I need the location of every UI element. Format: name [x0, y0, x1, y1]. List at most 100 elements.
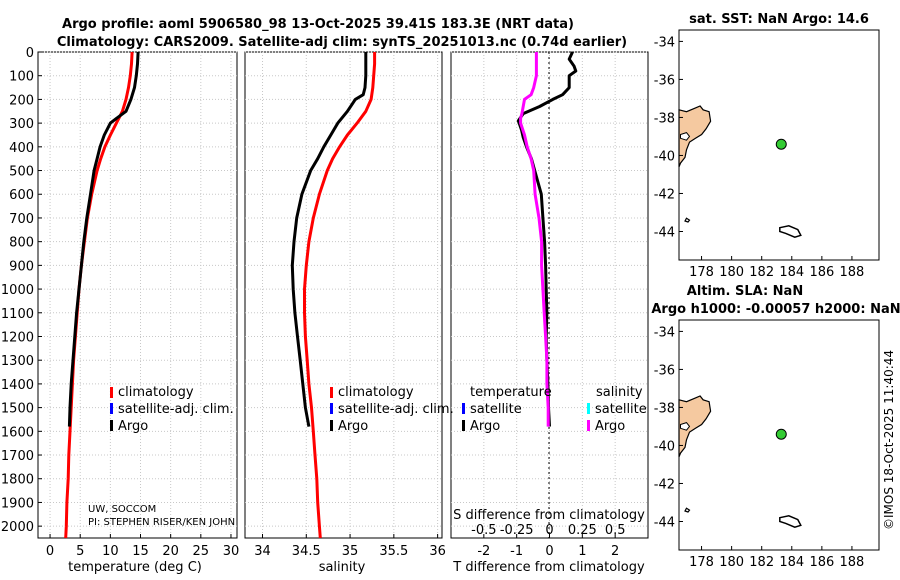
y-tick-label: 2000 [1, 520, 34, 535]
map-lon-label: 182 [749, 265, 774, 280]
sla-map-panel: Altim. SLA: NaN Argo h1000: -0.00057 h20… [651, 284, 900, 570]
map-lon-label: 186 [809, 555, 834, 570]
map-lat-label: -36 [654, 363, 675, 378]
y-tick-label: 200 [9, 93, 34, 108]
sal-legend-climatology-label: climatology [338, 385, 414, 400]
map-lon-label: 186 [809, 265, 834, 280]
x-tick-label: 15 [132, 544, 149, 559]
x-tick-label: 35 [342, 544, 359, 559]
diff-legend-t-satellite-label: satellite [470, 402, 522, 417]
map-lon-label: 178 [689, 265, 714, 280]
sla-map-subtitle: Argo h1000: -0.00057 h2000: NaN [651, 302, 900, 317]
diff-legend-t-argo-label: Argo [470, 419, 500, 434]
s-tick-label: 0.5 [605, 523, 626, 538]
difference-legend: temperature salinity satellite Argo sate… [462, 385, 647, 434]
legend-satellite-swatch [110, 403, 113, 414]
x-tick-label: 2 [611, 544, 619, 559]
inland-outline [680, 422, 691, 431]
map-lat-label: -36 [654, 73, 675, 88]
islet-outline [684, 217, 691, 223]
y-tick-label: 800 [9, 236, 34, 251]
diff-legend-s-satellite-label: satellite [595, 402, 647, 417]
temperature-series [64, 51, 140, 539]
salinity-gridlines [245, 51, 442, 538]
map-lat-label: -34 [654, 325, 675, 340]
difference-t-label: T difference from climatology [452, 560, 645, 575]
temperature-x-ticks: 0 5 10 15 20 25 30 [46, 534, 239, 559]
timestamp-label: ©IMOS 18-Oct-2025 11:40:44 [882, 350, 896, 530]
y-tick-label: 700 [9, 212, 34, 227]
diff-legend-s-argo-swatch [587, 420, 590, 431]
map-lat-label: -38 [654, 401, 675, 416]
map-lat-label: -42 [654, 477, 675, 492]
y-tick-label: 1700 [1, 449, 34, 464]
y-tick-label: 0 [26, 46, 34, 61]
x-tick-label: -1 [510, 544, 523, 559]
temperature-y-ticks: 0 100 200 300 400 500 600 700 800 900 1000 1100 1200… [1, 46, 42, 535]
map-lat-label: -38 [654, 111, 675, 126]
map-lat-label: -40 [654, 439, 675, 454]
temperature-axes-box [37, 51, 238, 539]
y-tick-label: 1500 [1, 402, 34, 417]
land-polygon [678, 105, 712, 168]
map-lat-label: -44 [654, 515, 675, 530]
y-tick-label: 1000 [1, 283, 34, 298]
map-lon-label: 180 [719, 555, 744, 570]
island-outline [779, 225, 802, 238]
s-tick-label: -0.5 [471, 523, 496, 538]
land-polygon [678, 395, 712, 458]
x-tick-label: 10 [102, 544, 119, 559]
map-lon-label: 184 [779, 265, 804, 280]
diff-legend-t-argo-swatch [462, 420, 465, 431]
series-line-salinity-argo [519, 52, 550, 427]
salinity-legend: climatology satellite-adj. clim. Argo [330, 385, 454, 434]
salinity-axes-box [244, 51, 443, 539]
x-tick-label: -2 [477, 544, 490, 559]
figure-title-line2: Climatology: CARS2009. Satellite-adj cli… [57, 35, 627, 50]
y-tick-label: 100 [9, 70, 34, 85]
y-tick-label: 900 [9, 259, 34, 274]
difference-panel: -2 -1 0 1 2 -0.5 -0.25 0 0.25 0.5 T difference f… [450, 51, 649, 575]
islet-outline [684, 507, 691, 513]
y-tick-label: 400 [9, 141, 34, 156]
s-tick-label: 0 [545, 523, 553, 538]
temperature-gridlines [38, 51, 237, 538]
salinity-x-ticks: 34 34.5 35 35.5 36 [254, 534, 446, 559]
sst-map-float-marker [775, 138, 787, 150]
salinity-series [290, 52, 377, 539]
sst-map-title: sat. SST: NaN Argo: 14.6 [689, 12, 869, 27]
legend-argo-swatch [110, 420, 113, 431]
sst-map-panel: sat. SST: NaN Argo: 14.6 178 180 182 184 186… [654, 12, 880, 280]
x-tick-label: 36 [429, 544, 446, 559]
difference-s-ticks: -0.5 -0.25 0 0.25 0.5 [471, 523, 625, 538]
x-tick-label: 20 [162, 544, 179, 559]
diff-legend-t-satellite-swatch [462, 403, 465, 414]
map-lat-label: -42 [654, 187, 675, 202]
x-tick-label: 35.5 [379, 544, 408, 559]
map-lat-label: -40 [654, 149, 675, 164]
y-tick-label: 1600 [1, 425, 34, 440]
sal-legend-argo-label: Argo [338, 419, 368, 434]
sal-legend-satellite-label: satellite-adj. clim. [338, 402, 454, 417]
y-tick-label: 600 [9, 188, 34, 203]
legend-argo-label: Argo [118, 419, 148, 434]
x-tick-label: 0 [46, 544, 54, 559]
temperature-panel: 0 5 10 15 20 25 30 0 100 200 300 400 500 600 700 800 90… [1, 46, 239, 575]
sla-map-title: Altim. SLA: NaN [687, 284, 803, 299]
salinity-x-label: salinity [319, 560, 366, 575]
x-tick-label: 1 [578, 544, 586, 559]
diff-legend-salinity-heading: salinity [596, 385, 643, 400]
difference-s-label: S difference from climatology [453, 508, 645, 523]
x-tick-label: 0 [545, 544, 553, 559]
y-tick-label: 500 [9, 165, 34, 180]
inland-outline [680, 132, 691, 141]
sal-legend-satellite-swatch [330, 403, 333, 414]
y-tick-label: 300 [9, 117, 34, 132]
island-outline [779, 515, 802, 528]
sst-map-ticks: 178 180 182 184 186 188 -34 -36 -38 -40 -42 -44 [654, 35, 865, 280]
diff-legend-s-satellite-swatch [587, 403, 590, 414]
legend-climatology-swatch [110, 387, 113, 398]
sal-legend-climatology-swatch [330, 387, 333, 398]
x-tick-label: 34 [254, 544, 271, 559]
